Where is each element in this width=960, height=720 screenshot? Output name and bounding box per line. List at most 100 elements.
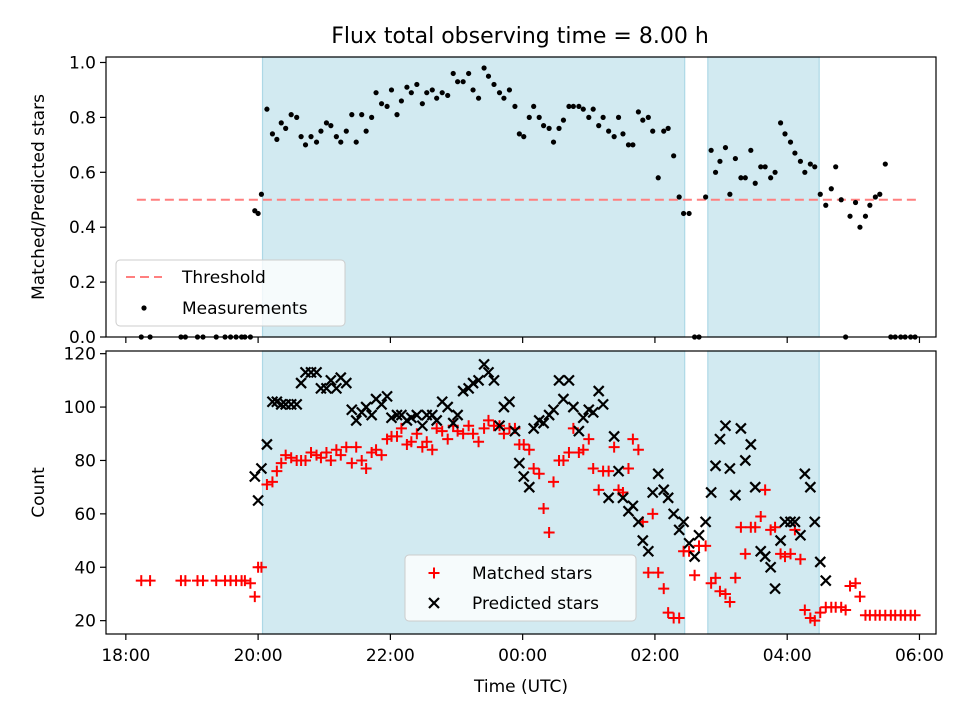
measurement-point (787, 139, 794, 145)
predicted-point (764, 561, 777, 574)
measurement-point (274, 136, 280, 142)
matched-point (673, 612, 685, 624)
measurement-point (630, 142, 636, 148)
measurement-point (369, 114, 375, 120)
matched-point (244, 577, 256, 589)
predicted-point (391, 409, 403, 421)
predicted-point (360, 401, 372, 413)
predicted-point (537, 417, 550, 429)
predicted-point (503, 395, 516, 408)
measurement-point (338, 139, 344, 145)
measurement-point (512, 103, 518, 110)
predicted-point (447, 417, 459, 429)
matched-point (249, 591, 261, 603)
predicted-point (416, 419, 429, 432)
predicted-point (527, 422, 540, 435)
predicted-point (346, 403, 358, 416)
measurement-point (388, 87, 395, 93)
matched-point (700, 540, 712, 552)
matched-point (844, 580, 856, 592)
measurement-point (308, 134, 314, 140)
matched-point (755, 511, 767, 523)
predicted-point (441, 401, 454, 413)
matched-point (442, 433, 454, 445)
predicted-point (451, 409, 464, 421)
y-tick-label: 0.6 (69, 163, 96, 183)
measurement-point (877, 191, 883, 197)
matched-point (854, 591, 866, 603)
predicted-point (290, 398, 303, 411)
matched-point (577, 444, 589, 456)
measurement-point (625, 142, 632, 148)
measurement-point (606, 128, 612, 134)
predicted-point (411, 409, 423, 421)
matched-point (356, 454, 368, 466)
predicted-point (509, 425, 521, 437)
matched-legend-label: Matched stars (472, 564, 592, 584)
matched-point (779, 551, 791, 563)
y-tick-label: 80 (74, 451, 96, 471)
predicted-point (814, 556, 827, 568)
predicted-point (597, 398, 609, 411)
predicted-point (563, 374, 575, 387)
measurement-point (823, 202, 829, 208)
measurement-point (481, 65, 487, 71)
matched-point (739, 548, 751, 560)
predicted-point (275, 398, 288, 411)
shaded-interval (707, 56, 820, 338)
measurement-point (852, 199, 859, 206)
matched-point (239, 575, 251, 587)
matched-point (271, 465, 283, 477)
predicted-point (769, 582, 781, 595)
y-tick-label: 1.0 (69, 53, 96, 73)
matched-point (431, 422, 443, 434)
measurement-point (283, 125, 289, 131)
matched-point (662, 607, 674, 619)
measurement-point (531, 103, 537, 110)
measurement-point (847, 213, 853, 219)
measurement-point (586, 114, 592, 120)
measurement-point (333, 134, 339, 140)
y-axis-label: Count (29, 467, 49, 518)
measurement-point (792, 150, 798, 156)
predicted-point (688, 550, 701, 563)
predicted-point (612, 465, 625, 477)
predicted-point (705, 486, 717, 499)
matched-point (340, 441, 352, 453)
legend-box (115, 259, 346, 327)
measurement-point (722, 144, 729, 151)
matched-point (658, 583, 670, 595)
measurement-point (742, 175, 748, 181)
matched-point (642, 567, 654, 579)
matched-point (421, 436, 433, 448)
predicted-point (310, 366, 323, 379)
matched-point (724, 596, 736, 608)
matched-point (543, 527, 555, 539)
predicted-point (587, 406, 599, 419)
predicted-point (632, 516, 645, 528)
measurement-point (665, 125, 671, 131)
legend-bottom: Matched stars Predicted stars (404, 554, 637, 622)
legend-top: Threshold Measurements (115, 259, 346, 327)
matched-point (809, 615, 821, 627)
measurement-point (373, 90, 379, 96)
predicted-point (602, 492, 615, 504)
matched-point (376, 449, 388, 461)
measurement-point (404, 84, 410, 90)
predicted-point (365, 409, 378, 421)
y-tick-label: 100 (64, 398, 96, 418)
measurement-point (434, 95, 440, 101)
measurement-point (817, 191, 823, 197)
measurement-legend-swatch (141, 305, 147, 311)
y-tick-label: 60 (74, 505, 96, 525)
matched-point (785, 548, 797, 560)
predicted-point (745, 438, 757, 451)
matched-point (300, 454, 312, 466)
predicted-point (320, 382, 333, 395)
predicted-legend-label: Predicted stars (472, 594, 599, 614)
x-tick-label: 22:00 (366, 646, 415, 666)
predicted-point (714, 433, 726, 445)
y-tick-label: 0.8 (69, 108, 96, 128)
predicted-point (784, 516, 797, 528)
matched-point (275, 457, 287, 469)
